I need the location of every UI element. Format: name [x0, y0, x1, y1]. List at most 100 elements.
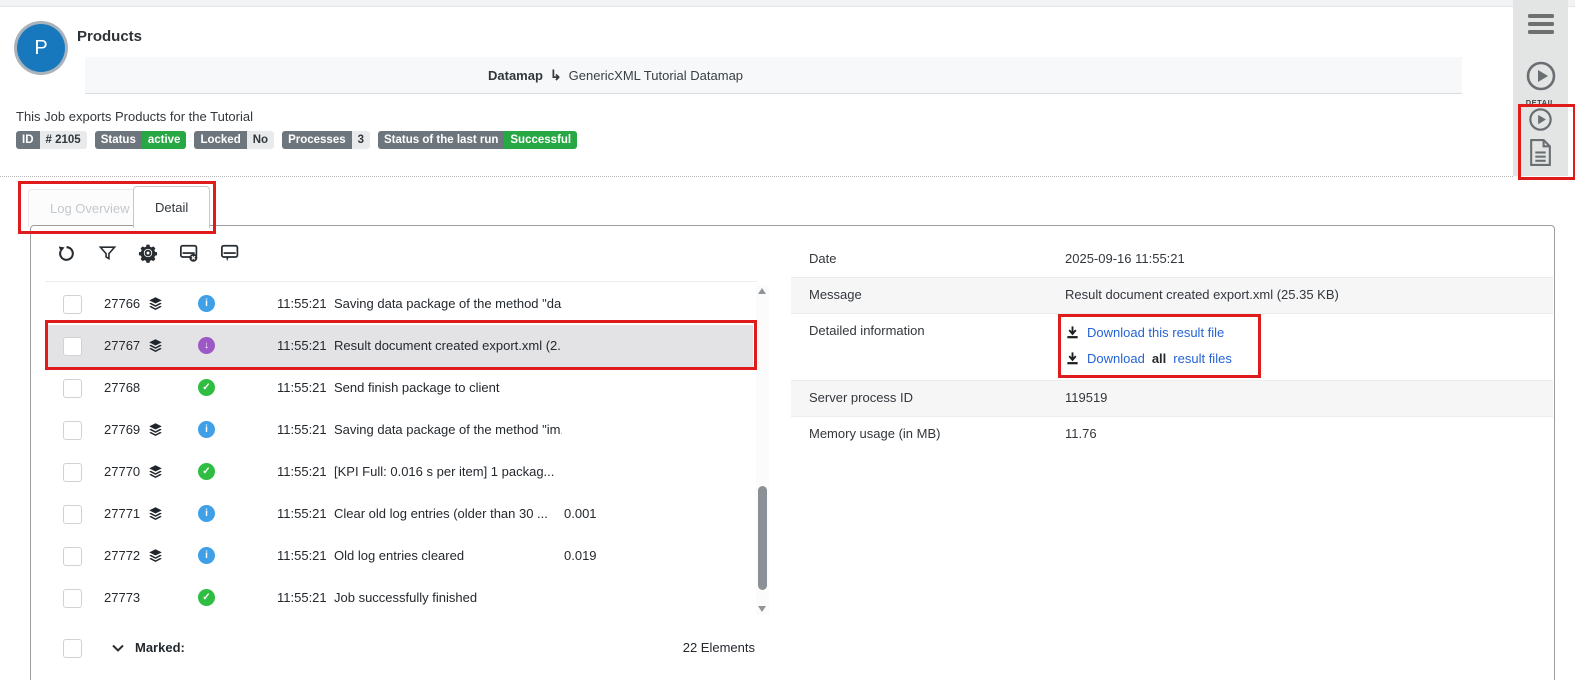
row-checkbox[interactable]	[63, 379, 82, 398]
screen-remove-icon[interactable]	[178, 242, 200, 264]
log-row-27769[interactable]: 27769 i 11:55:21 Saving data package of …	[47, 409, 753, 451]
log-row-27767-selected[interactable]: 27767 ↓ 11:55:21 Result document created…	[47, 325, 753, 367]
row-time: 11:55:21	[277, 464, 327, 479]
row-checkbox[interactable]	[63, 505, 82, 524]
detail-label: Server process ID	[809, 390, 914, 405]
detail-label: Memory usage (in MB)	[809, 426, 941, 441]
detail-row-detailed-information: Detailed information Download this resul…	[791, 314, 1553, 381]
badge-locked: Locked No	[194, 131, 275, 149]
badge-id-value: # 2105	[39, 131, 87, 149]
download-all-post[interactable]: result files	[1173, 350, 1232, 366]
tab-detail-label: Detail	[155, 200, 189, 215]
download-links: Download this result file Download all r…	[1065, 319, 1232, 371]
scrollbar-thumb[interactable]	[758, 486, 767, 590]
download-tray-icon	[1067, 351, 1078, 364]
row-id: 27769	[104, 422, 141, 437]
scroll-up-icon[interactable]	[758, 288, 766, 294]
row-checkbox[interactable]	[63, 589, 82, 608]
row-message: [KPI Full: 0.016 s per item] 1 packag...	[334, 464, 555, 479]
row-id: 27771	[104, 506, 141, 521]
log-row-27766[interactable]: 27766 i 11:55:21 Saving data package of …	[47, 283, 753, 325]
right-sidebar: DETAIL	[1513, 0, 1568, 176]
log-row-27768[interactable]: 27768 ✓ 11:55:21 Send finish package to …	[47, 367, 753, 409]
detail-row-server-process-id: Server process ID 119519	[791, 381, 1553, 417]
row-checkbox[interactable]	[63, 421, 82, 440]
row-id: 27770	[104, 464, 141, 479]
row-time: 11:55:21	[277, 380, 327, 395]
row-checkbox[interactable]	[63, 295, 82, 314]
row-duration: 0.001	[564, 506, 597, 521]
sidebar-detail-label: DETAIL	[1525, 98, 1556, 107]
header-divider	[0, 176, 1513, 177]
badge-last-run-value: Successful	[504, 131, 578, 149]
badge-processes-label: Processes	[282, 131, 352, 149]
tab-log-overview[interactable]: Log Overview	[28, 189, 152, 227]
breadcrumb-current: GenericXML Tutorial Datamap	[568, 67, 744, 83]
badge-processes-value: 3	[351, 131, 371, 149]
badge-id: ID # 2105	[16, 131, 87, 149]
tab-log-overview-label: Log Overview	[50, 201, 130, 216]
detail-label: Date	[809, 251, 837, 266]
avatar-letter: P	[34, 36, 48, 59]
badge-last-run: Status of the last run Successful	[378, 131, 578, 149]
screen-note-icon[interactable]	[219, 242, 241, 264]
badge-status: Status active	[94, 131, 187, 149]
row-id: 27773	[104, 590, 141, 605]
row-duration: 0.019	[564, 548, 597, 563]
download-this-label[interactable]: Download this result file	[1087, 324, 1225, 340]
row-message: Saving data package of the method "da...	[334, 296, 562, 311]
download-tray-icon	[1067, 325, 1078, 338]
detail-value: 119519	[1065, 390, 1108, 405]
badge-id-label: ID	[16, 131, 40, 149]
run-detail-icon[interactable]	[1528, 107, 1553, 132]
download-status-icon: ↓	[198, 337, 215, 354]
download-all-pre[interactable]: Download	[1087, 350, 1145, 366]
row-id: 27767	[104, 338, 141, 353]
row-message: Job successfully finished	[334, 590, 478, 605]
log-row-27773[interactable]: 27773 ✓ 11:55:21 Job successfully finish…	[47, 577, 753, 619]
breadcrumb-bar: Datamap ↳ GenericXML Tutorial Datamap	[85, 57, 1462, 94]
menu-icon[interactable]	[1527, 14, 1554, 34]
detail-label: Message	[809, 287, 862, 302]
row-time: 11:55:21	[277, 590, 327, 605]
avatar: P	[17, 24, 65, 72]
tab-detail[interactable]: Detail	[133, 186, 211, 228]
row-message: Old log entries cleared	[334, 548, 465, 563]
row-message: Saving data package of the method "im...	[334, 422, 562, 437]
download-this-result-file-link[interactable]: Download this result file	[1065, 319, 1232, 345]
layers-icon	[148, 464, 163, 479]
log-row-27770[interactable]: 27770 ✓ 11:55:21 [KPI Full: 0.016 s per …	[47, 451, 753, 493]
detail-row-memory-usage: Memory usage (in MB) 11.76	[791, 417, 1553, 452]
row-time: 11:55:21	[277, 296, 327, 311]
row-id: 27772	[104, 548, 141, 563]
refresh-icon[interactable]	[55, 242, 77, 264]
row-checkbox[interactable]	[63, 337, 82, 356]
scroll-down-icon[interactable]	[758, 606, 766, 612]
job-description: This Job exports Products for the Tutori…	[16, 109, 253, 124]
layers-icon	[148, 296, 163, 311]
info-status-icon: i	[198, 505, 215, 522]
row-checkbox[interactable]	[63, 463, 82, 482]
breadcrumb-parent[interactable]: Datamap	[488, 67, 543, 83]
page-title: Products	[77, 28, 143, 45]
layers-icon	[148, 548, 163, 563]
info-status-icon: i	[198, 547, 215, 564]
download-all-result-files-link[interactable]: Download all result files	[1065, 345, 1232, 371]
log-document-icon[interactable]	[1528, 138, 1553, 167]
settings-icon[interactable]	[137, 242, 159, 264]
detail-value: 2025-09-16 11:55:21	[1065, 251, 1185, 266]
run-job-icon[interactable]	[1525, 60, 1557, 92]
row-checkbox[interactable]	[63, 547, 82, 566]
filter-icon[interactable]	[96, 242, 118, 264]
chevron-down-icon[interactable]	[111, 643, 125, 653]
top-strip	[0, 0, 1575, 7]
badge-last-run-label: Status of the last run	[378, 131, 505, 149]
detail-value: Result document created export.xml (25.3…	[1065, 287, 1339, 302]
log-row-27772[interactable]: 27772 i 11:55:21 Old log entries cleared…	[47, 535, 753, 577]
badge-status-label: Status	[94, 131, 142, 149]
badge-processes: Processes 3	[282, 131, 371, 149]
detail-label: Detailed information	[809, 323, 925, 338]
detail-row-message: Message Result document created export.x…	[791, 278, 1553, 314]
select-all-checkbox[interactable]	[63, 639, 82, 658]
log-row-27771[interactable]: 27771 i 11:55:21 Clear old log entries (…	[47, 493, 753, 535]
